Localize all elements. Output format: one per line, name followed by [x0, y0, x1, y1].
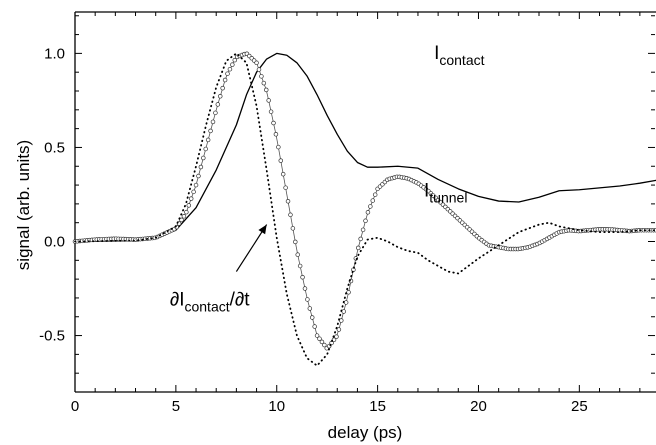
annotation-layer: Icontact Itunnel ∂Icontact/∂t	[170, 43, 485, 314]
plot-frame	[74, 11, 656, 393]
data-point	[186, 203, 192, 208]
data-point	[230, 62, 235, 67]
data-point	[309, 315, 315, 320]
arrow-head	[258, 224, 267, 235]
data-point	[215, 102, 221, 107]
data-point	[334, 334, 339, 339]
data-point	[370, 198, 376, 203]
y-axis-label: signal (arb. units)	[14, 140, 33, 270]
data-point	[314, 333, 320, 338]
annotation-tunnel: Itunnel	[424, 180, 467, 205]
data-point	[300, 274, 305, 280]
data-point	[297, 263, 303, 269]
data-point	[184, 209, 189, 215]
data-point	[225, 71, 230, 76]
data-point	[365, 210, 371, 215]
data-point	[193, 182, 199, 188]
data-point	[372, 192, 378, 197]
data-point	[317, 336, 322, 341]
data-point	[196, 173, 201, 179]
y-tick-label: 0.0	[44, 234, 65, 251]
data-point	[278, 158, 284, 163]
data-point	[358, 236, 363, 242]
data-point	[227, 66, 233, 72]
x-tick-label: 0	[71, 398, 79, 415]
data-point	[261, 80, 267, 86]
data-point	[355, 245, 361, 251]
data-point	[363, 218, 368, 224]
arrow-shaft	[235, 224, 268, 272]
annotation-contact: Icontact	[434, 43, 485, 68]
data-point	[339, 318, 344, 323]
data-point	[319, 339, 325, 345]
data-point	[198, 164, 204, 170]
data-point	[336, 327, 342, 332]
tick-labels: 0 5 10 15 20 25 1.0 0.5 0.0 -0.5	[39, 45, 588, 415]
x-tick-label: 25	[571, 398, 588, 415]
data-point	[322, 342, 327, 348]
data-point	[343, 300, 349, 305]
axis-ticks	[74, 12, 655, 393]
data-point	[259, 74, 264, 79]
data-point	[360, 227, 366, 233]
data-point	[256, 67, 262, 72]
data-point	[232, 57, 238, 63]
data-point	[254, 60, 259, 66]
series-contact	[74, 52, 656, 243]
data-point	[191, 189, 196, 195]
data-point	[218, 94, 223, 99]
data-point	[201, 155, 206, 161]
data-point	[271, 120, 276, 126]
series-tunnel	[72, 51, 656, 351]
data-point	[179, 217, 184, 223]
data-point	[266, 98, 271, 103]
y-tick-label: 0.5	[44, 139, 65, 156]
data-point	[273, 132, 279, 137]
data-point	[288, 212, 293, 218]
x-tick-label: 15	[369, 398, 386, 415]
data-point	[213, 110, 218, 116]
x-tick-label: 10	[268, 398, 285, 415]
data-point	[210, 119, 216, 125]
series-deriv	[74, 52, 656, 367]
series-line	[74, 53, 656, 349]
data-point	[205, 137, 211, 143]
data-point	[312, 324, 317, 329]
data-point	[203, 146, 208, 152]
data-point	[280, 171, 286, 177]
data-point	[341, 309, 346, 314]
x-tick-label: 20	[470, 398, 487, 415]
data-point	[263, 87, 269, 93]
data-point	[220, 85, 225, 91]
data-point	[293, 239, 298, 245]
x-axis-label: delay (ps)	[328, 423, 403, 442]
data-point	[307, 306, 313, 311]
data-point	[276, 144, 281, 150]
data-point	[285, 198, 291, 204]
data-point	[290, 226, 296, 231]
data-point	[208, 128, 213, 134]
data-point	[222, 77, 228, 83]
series-line	[74, 52, 656, 243]
data-point	[181, 214, 187, 219]
data-point	[346, 290, 351, 295]
y-tick-label: -0.5	[39, 328, 65, 345]
y-tick-label: 1.0	[44, 45, 65, 62]
data-point	[368, 204, 373, 209]
annotation-arrow	[235, 224, 268, 272]
series-layer	[72, 51, 656, 367]
annotation-deriv: ∂Icontact/∂t	[170, 289, 250, 314]
x-tick-label: 5	[172, 398, 180, 415]
data-point	[305, 297, 310, 302]
data-point	[268, 109, 274, 114]
data-point	[302, 286, 308, 291]
data-point	[295, 252, 300, 257]
data-point	[188, 196, 194, 201]
data-point	[283, 185, 288, 190]
series-line	[74, 52, 656, 367]
